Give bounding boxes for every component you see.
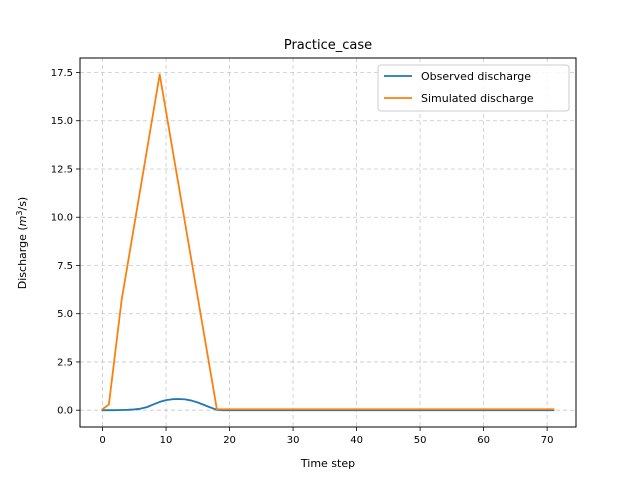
y-axis-ticks: 0.0 2.5 5.0 7.5 10.0 12.5 15.0 17.5 (51, 68, 80, 417)
series-line-1 (101, 73, 555, 411)
legend-box (377, 64, 570, 112)
chart-title: Practice_case (284, 38, 372, 53)
y-tick-label: 2.5 (57, 357, 73, 368)
y-tick-label: 10.0 (51, 213, 73, 224)
y-axis-title-superscript: 3 (15, 211, 24, 216)
y-tick-label: 15.0 (51, 116, 73, 127)
x-tick-label: 10 (160, 435, 173, 446)
y-axis-title-tail: /s) (16, 197, 29, 211)
x-tick-label: 20 (223, 435, 236, 446)
plot-area-frame (79, 57, 577, 428)
x-tick-label: 60 (477, 435, 490, 446)
y-tick-label: 17.5 (51, 68, 73, 79)
y-tick-label: 7.5 (57, 261, 73, 272)
legend: Observed discharge Simulated discharge (377, 64, 570, 112)
y-tick-label: 12.5 (51, 164, 73, 175)
legend-label-simulated: Simulated discharge (421, 92, 534, 105)
x-axis-title: Time step (300, 457, 355, 470)
legend-label-observed: Observed discharge (421, 70, 531, 83)
y-axis-title-math: m (16, 216, 29, 227)
x-tick-label: 70 (541, 435, 554, 446)
series-lines (101, 73, 555, 412)
y-tick-label: 5.0 (57, 309, 73, 320)
x-tick-label: 40 (350, 435, 363, 446)
y-tick-label: 0.0 (57, 406, 73, 417)
y-axis-title: Discharge (m3/s) (15, 197, 29, 289)
x-tick-label: 50 (414, 435, 427, 446)
series-line-0 (101, 398, 555, 412)
x-tick-label: 0 (99, 435, 105, 446)
x-tick-label: 30 (287, 435, 300, 446)
y-axis-title-main: Discharge ( (16, 226, 29, 289)
x-axis-ticks: 0 10 20 30 40 50 60 70 (99, 427, 553, 446)
